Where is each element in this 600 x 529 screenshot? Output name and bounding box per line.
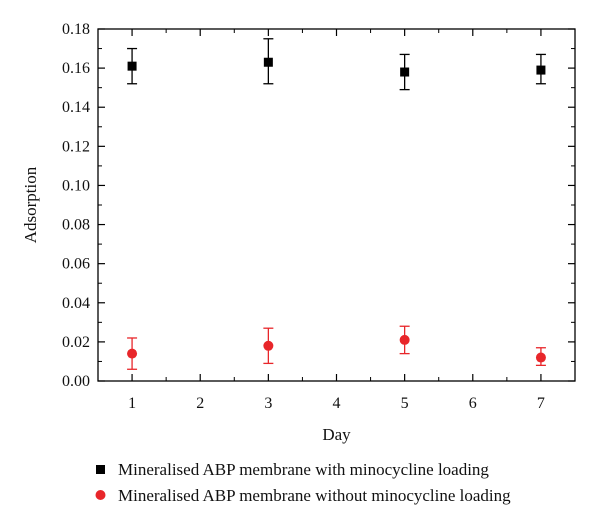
x-tick-label: 2	[196, 395, 204, 412]
data-point-circle	[535, 352, 546, 363]
legend-label: Mineralised ABP membrane with minocyclin…	[118, 460, 489, 479]
x-tick-label: 4	[333, 395, 341, 412]
x-axis-title: Day	[322, 425, 351, 444]
y-tick-label: 0.16	[62, 60, 90, 77]
y-tick-label: 0.12	[62, 138, 90, 155]
data-point-circle	[263, 340, 274, 351]
y-tick-label: 0.06	[62, 256, 90, 273]
x-tick-label: 5	[401, 395, 409, 412]
y-tick-label: 0.02	[62, 334, 90, 351]
plot-frame	[97, 28, 576, 382]
legend-label: Mineralised ABP membrane without minocyc…	[118, 486, 511, 505]
y-tick-label: 0.18	[62, 21, 90, 38]
y-tick-label: 0.08	[62, 217, 90, 234]
y-axis-title: Adsorption	[21, 166, 40, 243]
data-point-square	[127, 61, 137, 71]
x-tick-label: 1	[128, 395, 136, 412]
legend-marker-square	[96, 465, 105, 474]
legend-marker-circle	[95, 490, 106, 500]
data-point-circle	[399, 334, 410, 345]
x-tick-label: 7	[537, 395, 545, 412]
y-tick-label: 0.04	[62, 295, 90, 312]
legend: Mineralised ABP membrane with minocyclin…	[95, 460, 511, 505]
data-point-square	[263, 57, 273, 67]
data-marks	[127, 38, 546, 370]
axes	[97, 28, 576, 382]
y-tick-label: 0.10	[62, 177, 90, 194]
x-tick-label: 6	[469, 395, 477, 412]
data-point-square	[536, 65, 546, 75]
y-tick-label: 0.14	[62, 99, 90, 116]
x-tick-label: 3	[264, 395, 272, 412]
y-tick-label: 0.00	[62, 373, 90, 390]
axis-ticks: 0.00 0.02 0.04 0.06 0.08 0.10 0.12 0.14 0.16 0.18…	[62, 21, 575, 412]
data-point-circle	[127, 348, 138, 359]
data-point-square	[400, 67, 410, 77]
